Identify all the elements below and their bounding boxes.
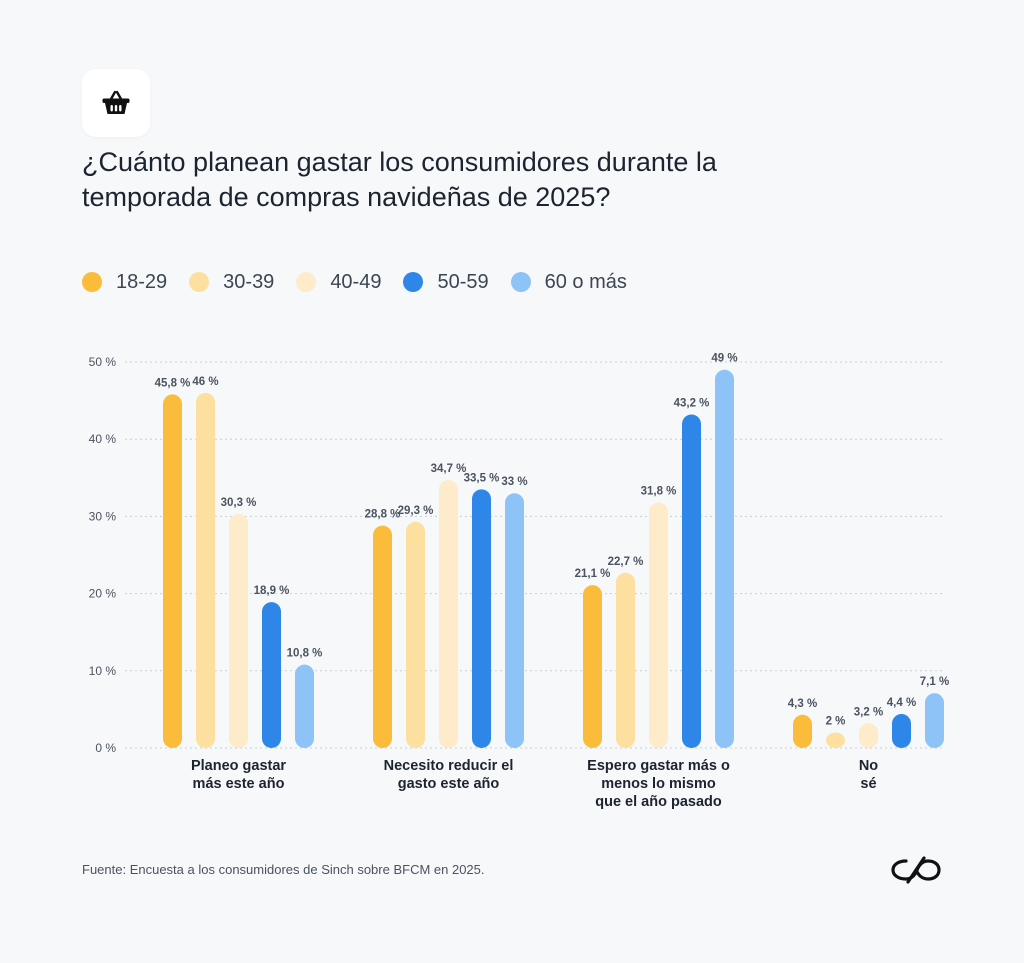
data-label: 33 %: [501, 476, 527, 488]
bar: [583, 585, 602, 748]
y-tick-label: 50 %: [89, 355, 117, 369]
data-label: 28,8 %: [365, 509, 401, 521]
y-tick-label: 10 %: [89, 664, 117, 678]
sinch-logo: [891, 856, 941, 884]
bar: [505, 493, 524, 748]
bar: [715, 369, 734, 748]
category-label: que el año pasado: [595, 794, 722, 810]
header-icon-card: [82, 69, 150, 137]
legend-swatch: [403, 272, 424, 292]
bar: [682, 414, 701, 748]
bar: [373, 525, 392, 748]
y-tick-label: 40 %: [89, 432, 117, 446]
bar: [406, 521, 425, 748]
bar: [616, 572, 635, 748]
bar: [793, 714, 812, 748]
bar: [163, 394, 182, 748]
data-label: 10,8 %: [287, 648, 323, 660]
legend: 18-29 30-39 40-49 50-59 60 o más: [82, 268, 649, 296]
legend-item-18-29: 18-29: [82, 271, 167, 294]
data-label: 22,7 %: [608, 556, 644, 568]
category-label: Necesito reducir el: [384, 758, 514, 774]
category-label: No: [859, 758, 878, 774]
data-label: 31,8 %: [641, 486, 677, 498]
y-tick-label: 30 %: [89, 509, 117, 523]
data-label: 7,1 %: [920, 676, 949, 688]
data-label: 21,1 %: [575, 568, 611, 580]
category-label: sé: [860, 776, 876, 792]
bar: [649, 502, 668, 748]
legend-item-50-59: 50-59: [403, 270, 489, 294]
bar: [826, 732, 845, 748]
bar-chart: 0 % 10 % 20 % 30 % 40 % 50 % 45,8 % 28,8 % 21,1 …: [89, 353, 950, 810]
bar: [262, 602, 281, 748]
legend-swatch: [296, 272, 317, 292]
category-label: gasto este año: [398, 776, 500, 792]
data-label: 29,3 %: [398, 505, 434, 517]
bar: [196, 392, 215, 748]
legend-label: 30-39: [223, 270, 275, 293]
legend-label: 60 o más: [544, 270, 627, 293]
data-label: 4,4 %: [887, 697, 916, 709]
data-label: 2 %: [826, 716, 846, 728]
category-label: Planeo gastar: [191, 758, 286, 774]
bar: [439, 480, 458, 748]
bar: [859, 723, 878, 748]
shopping-basket-icon: [102, 90, 130, 114]
legend-label: 40-49: [330, 270, 382, 293]
legend-label: 50-59: [437, 270, 489, 293]
chart-title: ¿Cuánto planean gastar los consumidores …: [82, 147, 717, 212]
legend-label: 18-29: [116, 270, 168, 293]
data-label: 33,5 %: [464, 472, 500, 484]
data-label: 45,8 %: [155, 377, 191, 389]
bar: [892, 714, 911, 748]
data-label: 46 %: [192, 376, 218, 388]
category-label: más este año: [193, 776, 285, 792]
legend-swatch: [189, 272, 210, 292]
bar: [925, 693, 944, 748]
data-label: 18,9 %: [254, 585, 290, 597]
y-tick-label: 20 %: [89, 587, 117, 601]
bar: [472, 489, 491, 748]
source-note: Fuente: Encuesta a los consumidores de S…: [82, 862, 485, 877]
legend-item-60-plus: 60 o más: [510, 270, 627, 294]
legend-swatch: [510, 272, 531, 292]
category-label: menos lo mismo: [601, 776, 716, 792]
data-label: 34,7 %: [431, 463, 467, 475]
data-label: 30,3 %: [221, 497, 257, 509]
data-label: 43,2 %: [674, 397, 710, 409]
legend-item-40-49: 40-49: [296, 271, 381, 294]
bar: [295, 664, 314, 748]
bar: [229, 514, 248, 748]
data-label: 3,2 %: [854, 706, 883, 718]
legend-item-30-39: 30-39: [189, 271, 274, 294]
data-label: 4,3 %: [788, 698, 817, 710]
y-tick-label: 0 %: [95, 741, 116, 755]
category-label: Espero gastar más o: [587, 758, 730, 774]
data-label: 49 %: [711, 353, 737, 365]
legend-swatch: [82, 272, 102, 292]
